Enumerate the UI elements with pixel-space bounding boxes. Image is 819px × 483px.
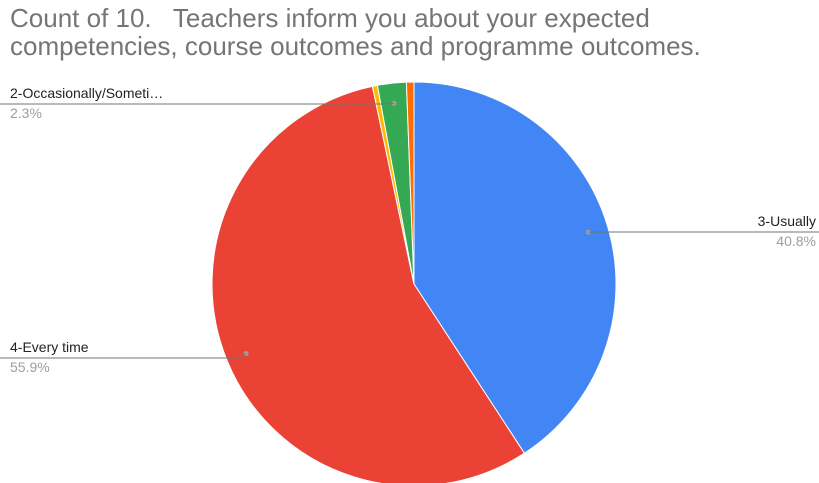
slice-label-3-usually: 3-Usually	[758, 213, 816, 229]
slice-percent-2-occasionally-sometimes: 2.3%	[10, 105, 42, 121]
pie-labels: 3-Usually 40.8% 4-Every time 55.9% 2-Occasio…	[0, 85, 819, 375]
slice-percent-4-every-time: 55.9%	[10, 359, 50, 375]
pie-slices	[211, 81, 617, 483]
label-leader-4-every-time	[0, 353, 247, 359]
slice-label-4-every-time: 4-Every time	[10, 339, 89, 355]
chart-title: Count of 10. Teachers inform you about y…	[10, 3, 701, 61]
slice-percent-3-usually: 40.8%	[776, 233, 816, 249]
pie-slice-3-usually[interactable]	[413, 81, 617, 454]
slice-label-2-occasionally-sometimes: 2-Occasionally/Someti…	[10, 85, 163, 101]
label-leader-2-occasionally-sometimes	[0, 102, 395, 105]
pie-slice-slice-orange[interactable]	[405, 81, 415, 285]
pie-slice-4-every-time[interactable]	[211, 85, 526, 483]
